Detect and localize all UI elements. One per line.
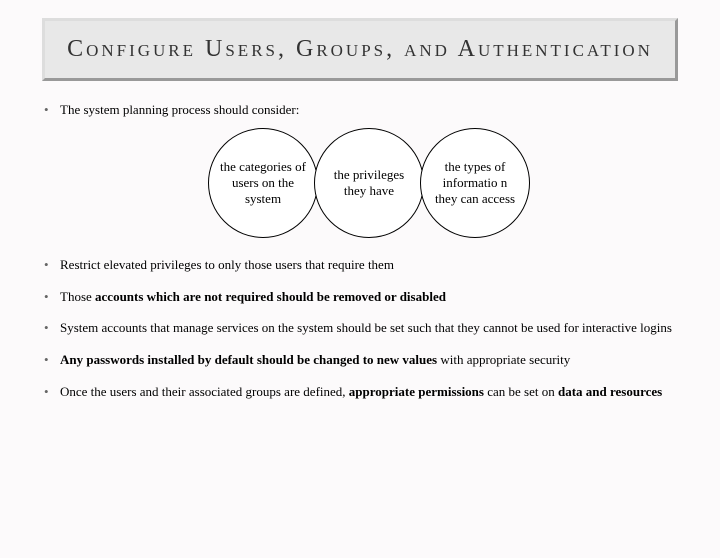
bullet-item: Restrict elevated privileges to only tho… (42, 256, 678, 274)
title-box: Configure Users, Groups, and Authenticat… (42, 18, 678, 81)
circle-3: the types of informatio n they can acces… (420, 128, 530, 238)
circle-1: the categories of users on the system (208, 128, 318, 238)
circle-2: the privileges they have (314, 128, 424, 238)
bullet-item: Those accounts which are not required sh… (42, 288, 678, 306)
bullet-item: System accounts that manage services on … (42, 319, 678, 337)
slide-title: Configure Users, Groups, and Authenticat… (55, 35, 665, 64)
content-area: The system planning process should consi… (0, 81, 720, 400)
lead-bullet: The system planning process should consi… (42, 101, 678, 239)
bullet-item: Any passwords installed by default shoul… (42, 351, 678, 369)
bullet-list: The system planning process should consi… (42, 101, 678, 400)
bullet-item: Once the users and their associated grou… (42, 383, 678, 401)
lead-bullet-text: The system planning process should consi… (60, 102, 299, 117)
circles-row: the categories of users on the system th… (60, 128, 678, 238)
